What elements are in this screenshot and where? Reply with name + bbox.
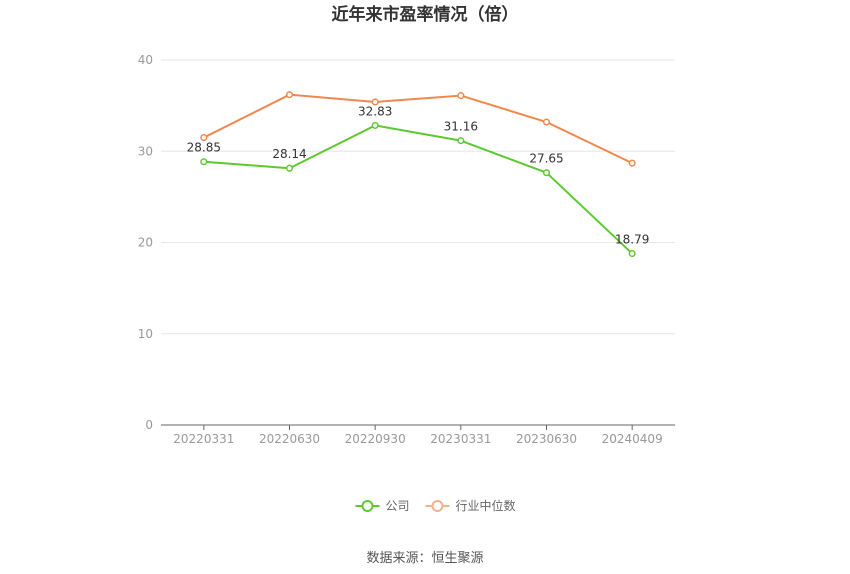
legend-marker bbox=[361, 500, 374, 512]
x-tick-label: 20230331 bbox=[430, 432, 491, 446]
grid bbox=[161, 59, 675, 335]
x-tick-label: 20240409 bbox=[602, 432, 663, 446]
data-point[interactable] bbox=[628, 249, 636, 258]
data-point[interactable] bbox=[371, 98, 379, 106]
series-layer: 28.85 28.14 32.83 31.16 27.65 18.79 bbox=[187, 91, 649, 258]
data-point[interactable] bbox=[285, 91, 294, 99]
series-industry-median bbox=[200, 91, 636, 167]
legend-item[interactable]: 公司 bbox=[355, 499, 410, 513]
data-point[interactable] bbox=[200, 158, 208, 166]
series-company: 28.85 28.14 32.83 31.16 27.65 18.79 bbox=[187, 104, 649, 258]
data-point[interactable] bbox=[457, 92, 465, 100]
series-line bbox=[203, 93, 633, 165]
source-note: 数据来源：恒生聚源 bbox=[366, 551, 483, 566]
legend-item[interactable]: 行业中位数 bbox=[425, 498, 516, 513]
series-line bbox=[203, 124, 633, 255]
data-label: 27.65 bbox=[529, 152, 563, 166]
y-tick-label: 20 bbox=[138, 236, 153, 250]
data-point[interactable] bbox=[371, 121, 379, 129]
data-point[interactable] bbox=[285, 164, 294, 172]
x-tick-label: 20230630 bbox=[516, 432, 577, 446]
y-tick-label: 10 bbox=[138, 327, 153, 341]
x-tick-label: 20220930 bbox=[345, 432, 406, 446]
data-label: 18.79 bbox=[615, 233, 649, 247]
legend-marker bbox=[431, 500, 444, 512]
data-point[interactable] bbox=[542, 169, 551, 177]
x-axis: 20220331 20220630 20220930 20230331 20230630… bbox=[161, 424, 675, 446]
data-label: 28.85 bbox=[187, 141, 221, 155]
y-tick-label: 0 bbox=[145, 418, 153, 432]
data-label: 32.83 bbox=[358, 104, 392, 118]
chart-title: 近年来市盈率情况（倍） bbox=[332, 4, 519, 25]
x-tick-label: 20220331 bbox=[173, 432, 234, 446]
legend-label: 行业中位数 bbox=[456, 498, 516, 513]
y-tick-label: 40 bbox=[138, 53, 153, 67]
legend-label: 公司 bbox=[386, 499, 410, 513]
x-tick-label: 20220630 bbox=[259, 432, 320, 446]
y-tick-label: 30 bbox=[138, 144, 153, 158]
data-label: 28.14 bbox=[272, 147, 306, 161]
data-point[interactable] bbox=[628, 159, 636, 167]
data-label: 31.16 bbox=[444, 120, 478, 134]
data-point[interactable] bbox=[457, 137, 465, 145]
y-axis: 0 10 20 30 40 bbox=[138, 53, 153, 432]
legend[interactable]: 公司 行业中位数 bbox=[355, 498, 516, 513]
data-point[interactable] bbox=[200, 134, 208, 142]
data-point[interactable] bbox=[542, 118, 551, 126]
